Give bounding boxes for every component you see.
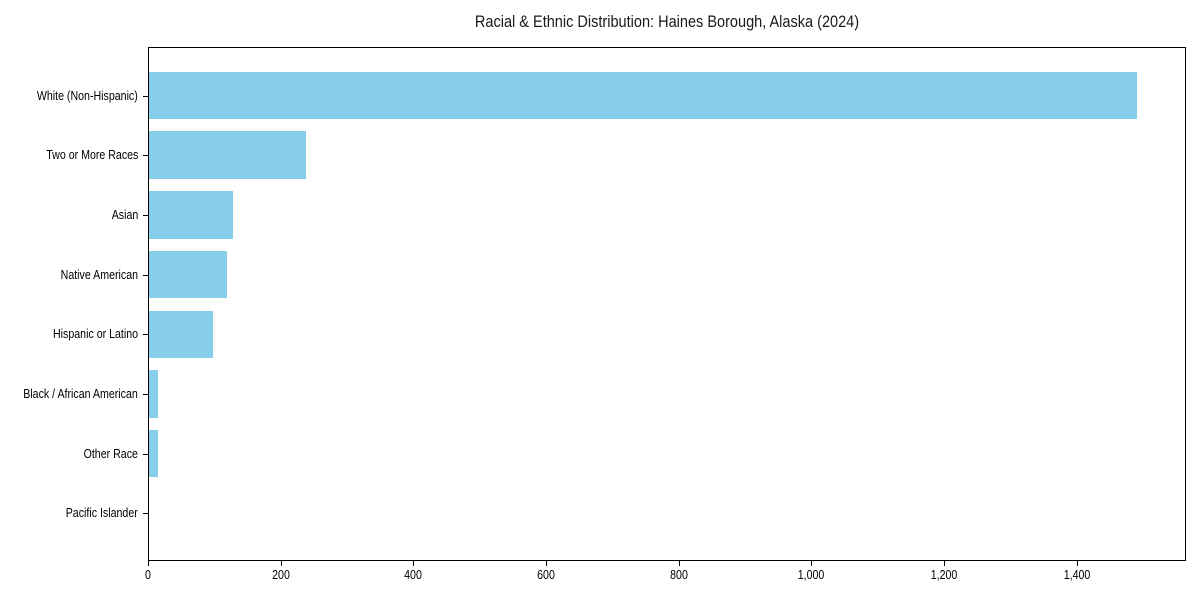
x-tick-label: 1,400 bbox=[1063, 568, 1090, 582]
x-tick-mark bbox=[280, 561, 282, 566]
bar-white-non-hispanic bbox=[149, 71, 1138, 120]
bar-native-american bbox=[149, 250, 227, 299]
x-tick-label: 800 bbox=[669, 568, 688, 582]
bar-other-race bbox=[149, 429, 158, 478]
y-tick-label-asian: Asian bbox=[111, 207, 138, 222]
y-tick-mark bbox=[143, 274, 148, 276]
x-tick-mark bbox=[1076, 561, 1078, 566]
y-tick-mark bbox=[143, 214, 148, 216]
y-tick-mark bbox=[143, 95, 148, 97]
x-tick-label: 400 bbox=[404, 568, 423, 582]
x-tick-mark bbox=[678, 561, 680, 566]
bar-black-african-american bbox=[149, 370, 159, 418]
y-tick-mark bbox=[143, 513, 148, 515]
y-tick-label-white-non-hispanic: White (Non-Hispanic) bbox=[37, 88, 138, 103]
y-tick-label-other-race: Other Race bbox=[83, 446, 138, 461]
x-tick-label: 1,000 bbox=[797, 568, 825, 582]
x-tick-label: 1,200 bbox=[930, 568, 958, 582]
bar-asian bbox=[149, 191, 233, 239]
y-tick-mark bbox=[143, 394, 148, 395]
y-tick-label-hispanic-or-latino: Hispanic or Latino bbox=[52, 327, 138, 342]
y-tick-mark bbox=[143, 334, 148, 336]
bar-hispanic-or-latino bbox=[149, 310, 213, 359]
x-tick-mark bbox=[148, 561, 149, 566]
x-tick-mark bbox=[545, 561, 547, 566]
y-tick-mark bbox=[143, 453, 148, 455]
y-tick-label-pacific-islander: Pacific Islander bbox=[65, 506, 138, 521]
y-tick-label-native-american: Native American bbox=[60, 267, 138, 282]
bar-two-or-more-races bbox=[149, 131, 306, 179]
x-tick-mark bbox=[413, 561, 415, 566]
chart-title: Racial & Ethnic Distribution: Haines Bor… bbox=[474, 13, 860, 31]
x-tick-mark bbox=[811, 561, 813, 566]
plot-area bbox=[148, 47, 1186, 561]
y-tick-mark bbox=[143, 155, 148, 157]
y-tick-label-black-african-american: Black / African American bbox=[23, 387, 138, 401]
y-tick-label-two-or-more-races: Two or More Races bbox=[45, 148, 138, 163]
x-tick-label: 200 bbox=[271, 568, 290, 582]
x-tick-label: 600 bbox=[537, 568, 555, 582]
x-tick-label: 0 bbox=[145, 568, 151, 582]
x-tick-mark bbox=[943, 561, 945, 566]
